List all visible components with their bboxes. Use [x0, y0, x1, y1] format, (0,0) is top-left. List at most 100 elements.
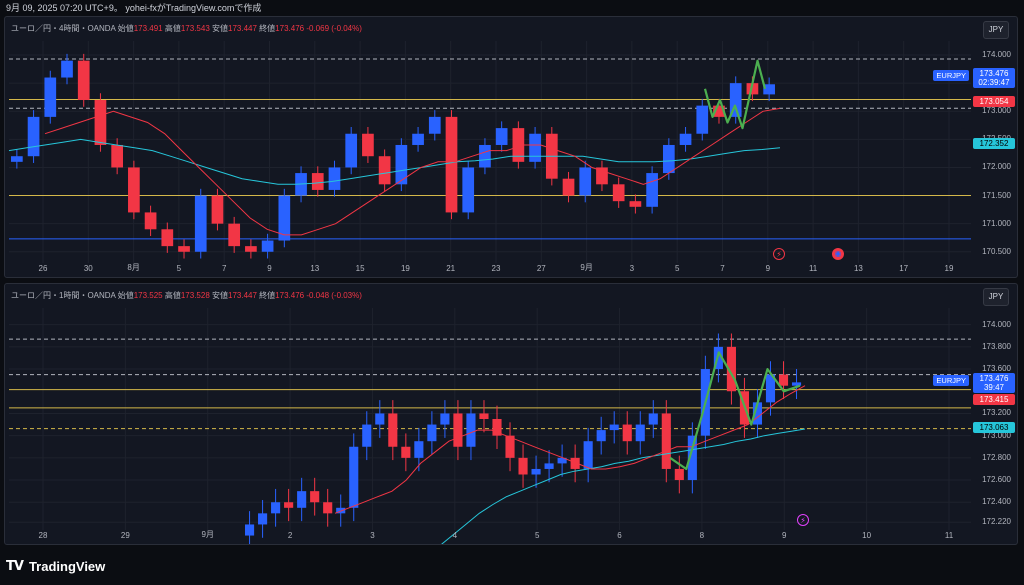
candle-body	[596, 167, 608, 185]
price-tick-label: 171.500	[982, 190, 1011, 200]
candle-body	[512, 128, 525, 162]
candle-body	[462, 167, 475, 213]
candle-body	[453, 413, 463, 447]
candle-body	[648, 413, 658, 425]
flash-icon[interactable]: ⚡	[773, 248, 785, 260]
candle-body	[27, 116, 40, 157]
price-tick-label: 173.000	[982, 430, 1011, 440]
candle-body	[696, 105, 709, 134]
candle-body	[378, 156, 391, 185]
candle-body	[271, 502, 281, 514]
candle-body	[61, 60, 73, 78]
candle-body	[583, 441, 593, 469]
candle-body	[94, 100, 107, 145]
candle-body	[778, 374, 789, 386]
bar-countdown: 02:39:47	[978, 78, 1010, 87]
candle-body	[726, 346, 736, 392]
candle-body	[278, 195, 291, 241]
time-tick-label: 7	[720, 264, 725, 273]
legend-close: 173.476	[275, 24, 305, 33]
globe-icon[interactable]: ◉	[832, 248, 844, 260]
ma-teal-line	[441, 428, 806, 544]
projection-curve	[669, 351, 801, 471]
chart-canvas-1h[interactable]	[5, 284, 1018, 545]
legend-high-label: 高値	[164, 291, 181, 300]
candle-body	[609, 424, 619, 431]
candle-body	[440, 413, 450, 425]
candle-body	[414, 441, 424, 458]
time-tick-label: 10	[862, 531, 872, 540]
candle-body	[596, 430, 606, 442]
tradingview-brand: TradingView	[28, 558, 106, 574]
candle-body	[261, 240, 274, 252]
candle-body	[752, 402, 763, 425]
ma-red-tag: 173.054	[973, 96, 1015, 107]
legend-high-label: 高値	[164, 24, 181, 33]
candle-body	[562, 178, 575, 196]
currency-unit-button[interactable]: JPY	[983, 21, 1009, 39]
symbol-tag: EURJPY	[933, 375, 969, 386]
candle-body	[323, 502, 333, 514]
candle-body	[629, 201, 642, 207]
candle-body	[245, 246, 257, 252]
time-tick-label: 9	[267, 264, 272, 273]
chart-panel-1h[interactable]: ユーロ／円・1時間・OANDA 始値173.525 高値173.528 安値17…	[4, 283, 1018, 545]
projection-curve	[703, 59, 767, 130]
candle-body	[661, 413, 671, 469]
bar-countdown: 39:47	[983, 383, 1005, 392]
candle-body	[11, 156, 23, 162]
chart-panel-4h[interactable]: ユーロ／円・4時間・OANDA 始値173.491 高値173.543 安値17…	[4, 16, 1018, 278]
chart-canvas-4h[interactable]	[5, 17, 1018, 278]
legend-change: -0.069 (-0.04%)	[306, 24, 362, 33]
price-tick-label: 170.500	[982, 246, 1011, 256]
candle-body	[557, 457, 567, 464]
candle-body	[479, 413, 489, 419]
candle-body	[662, 144, 675, 174]
flash-icon[interactable]: ⚡	[797, 514, 809, 526]
legend-open-label: 始値	[117, 24, 134, 33]
time-tick-label: 29	[120, 531, 130, 540]
price-tick-label: 172.800	[982, 452, 1011, 462]
price-tick-label: 174.000	[982, 50, 1011, 60]
legend-low: 173.447	[228, 291, 257, 300]
candle-body	[245, 524, 255, 536]
time-tick-label: 3	[629, 264, 635, 273]
snapshot-title: 9月 09, 2025 07:20 UTC+9。 yohei-fxがTradin…	[6, 3, 262, 13]
legend-low-label: 安値	[212, 24, 229, 33]
legend-high: 173.543	[180, 24, 210, 33]
time-tick-label: 9月	[580, 263, 593, 272]
legend-low: 173.447	[228, 24, 257, 33]
candle-body	[445, 116, 458, 213]
candle-body	[328, 167, 341, 190]
time-tick-label: 15	[355, 264, 365, 273]
candle-body	[479, 144, 491, 168]
candle-body	[570, 457, 580, 469]
time-tick-label: 5	[176, 264, 182, 273]
candle-body	[687, 435, 697, 481]
candle-body	[77, 60, 90, 101]
legend-change: -0.048 (-0.03%)	[306, 291, 362, 300]
candle-body	[518, 457, 528, 475]
symbol-tag: EURJPY	[933, 70, 969, 81]
candle-body	[529, 133, 541, 162]
chart-legend-1h: ユーロ／円・1時間・OANDA 始値173.525 高値173.528 安値17…	[11, 290, 362, 301]
candle-body	[622, 424, 632, 442]
candle-body	[531, 468, 541, 475]
candle-body	[544, 463, 554, 469]
candle-body	[679, 133, 692, 145]
candle-body	[349, 446, 359, 508]
chart-legend-4h: ユーロ／円・4時間・OANDA 始値173.491 高値173.543 安値17…	[11, 23, 362, 34]
ma-red-tag: 173.415	[973, 394, 1015, 405]
time-tick-label: 9	[765, 264, 771, 273]
currency-unit-button[interactable]: JPY	[983, 288, 1009, 306]
candle-body	[144, 212, 157, 230]
ma-teal-line	[8, 138, 781, 185]
time-tick-label: 3	[370, 531, 375, 540]
price-axis-1h[interactable]: 174.000 173.800 173.600 173.200 173.000 172.8…	[971, 284, 1017, 544]
candle-body	[765, 374, 776, 403]
candle-body	[178, 246, 190, 252]
price-tick-label: 173.000	[982, 106, 1011, 116]
candle-body	[310, 491, 320, 503]
time-tick-label: 9月	[201, 530, 214, 539]
candle-body	[729, 83, 742, 117]
